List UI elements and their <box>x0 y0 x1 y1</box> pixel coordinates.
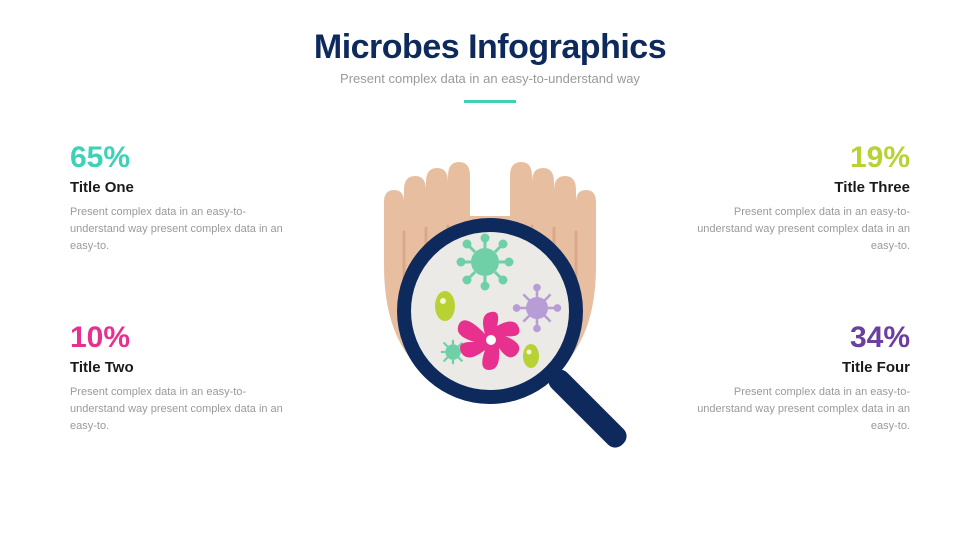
stat-percent: 65% <box>70 143 300 173</box>
stat-title: Title Four <box>680 359 910 376</box>
stat-block-1: 65% Title One Present complex data in an… <box>70 143 300 255</box>
stat-block-2: 10% Title Two Present complex data in an… <box>70 323 300 435</box>
stat-desc: Present complex data in an easy-to-under… <box>70 384 300 435</box>
stat-block-4: 34% Title Four Present complex data in a… <box>680 323 910 435</box>
stat-percent: 10% <box>70 323 300 353</box>
stat-desc: Present complex data in an easy-to-under… <box>680 384 910 435</box>
stat-percent: 19% <box>680 143 910 173</box>
stat-title: Title Two <box>70 359 300 376</box>
content-area: 65% Title One Present complex data in an… <box>0 113 980 533</box>
page-subtitle: Present complex data in an easy-to-under… <box>0 71 980 86</box>
hands-magnifier-illustration <box>335 156 645 456</box>
stat-block-3: 19% Title Three Present complex data in … <box>680 143 910 255</box>
title-divider <box>464 100 516 103</box>
stat-desc: Present complex data in an easy-to-under… <box>680 204 910 255</box>
stat-desc: Present complex data in an easy-to-under… <box>70 204 300 255</box>
page-title: Microbes Infographics <box>0 28 980 67</box>
stat-title: Title One <box>70 179 300 196</box>
stat-title: Title Three <box>680 179 910 196</box>
stat-percent: 34% <box>680 323 910 353</box>
header: Microbes Infographics Present complex da… <box>0 0 980 103</box>
